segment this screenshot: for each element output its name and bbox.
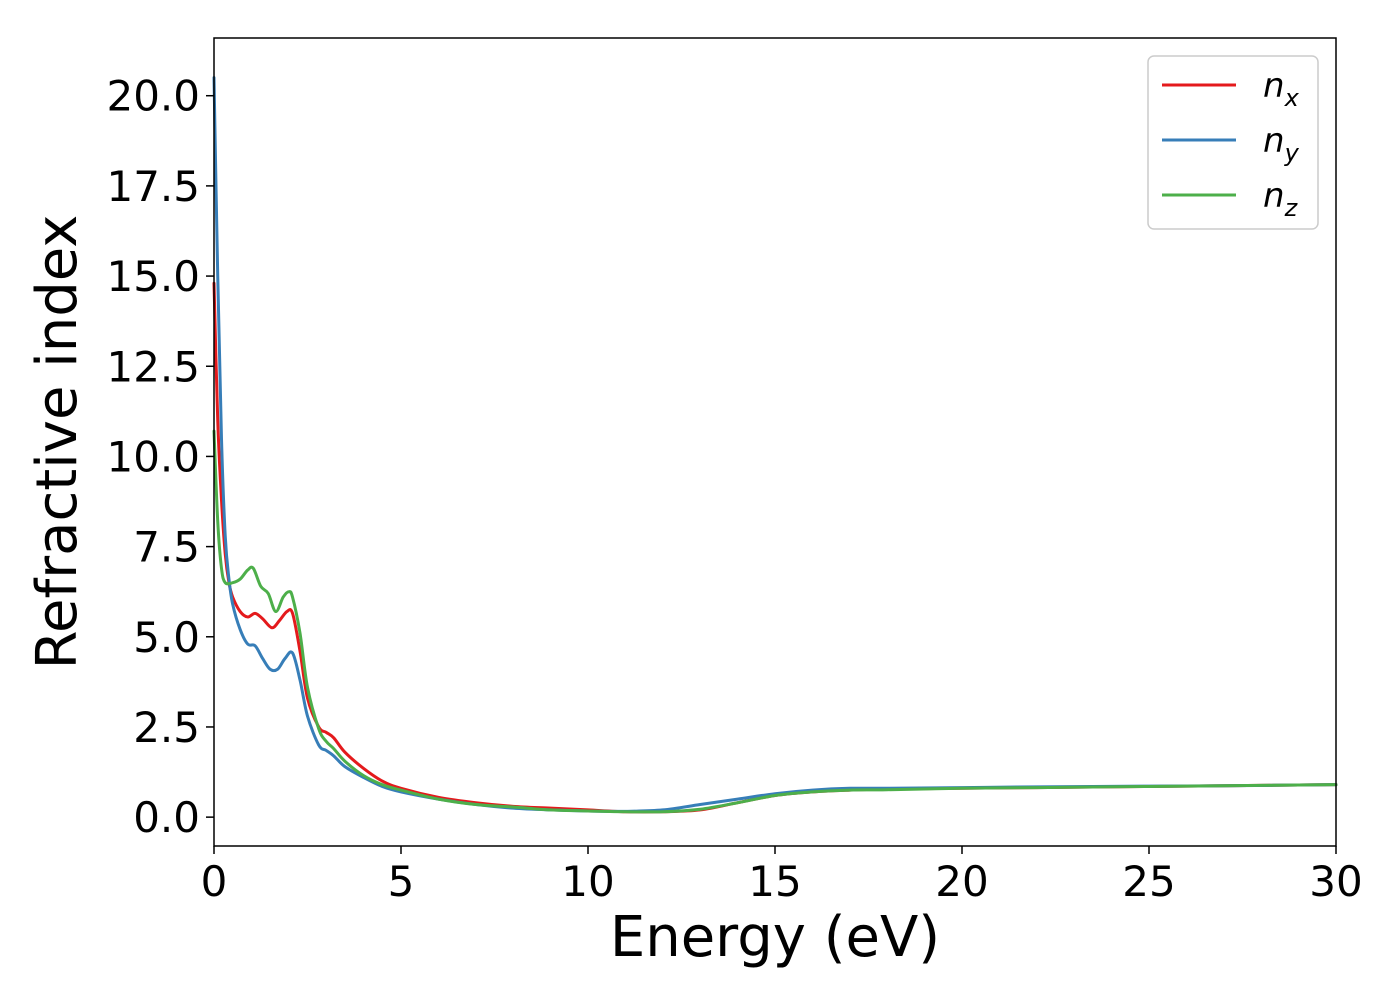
series-line-x: [212, 281, 1338, 814]
y-tick-label: 7.5: [133, 523, 200, 572]
series-line-y: [212, 76, 1338, 813]
x-tick-label: 20: [935, 857, 988, 906]
series-layer: [212, 76, 1338, 814]
legend: nx ny nz: [1147, 55, 1319, 230]
y-tick-label: 15.0: [106, 252, 200, 301]
y-tick-label: 12.5: [106, 342, 200, 391]
y-tick-label: 20.0: [106, 72, 200, 121]
x-tick-label: 5: [388, 857, 415, 906]
legend-box: [1147, 55, 1319, 230]
x-tick-label: 25: [1122, 857, 1175, 906]
legend-label-z: nz: [1263, 176, 1299, 222]
x-tick-label: 10: [561, 857, 614, 906]
x-tick-label: 0: [201, 857, 228, 906]
y-tick-label: 2.5: [133, 703, 200, 752]
y-tick-label: 17.5: [106, 162, 200, 211]
y-axis-ticks: 0.0 2.5 5.0 7.5 10.0 12.5 15.0 17.5 20.0: [106, 72, 214, 842]
y-tick-label: 5.0: [133, 613, 200, 662]
x-axis-label: Energy (eV): [610, 905, 940, 970]
x-tick-label: 15: [748, 857, 801, 906]
legend-label-y: ny: [1263, 121, 1300, 167]
y-tick-label: 0.0: [133, 793, 200, 842]
y-axis-label: Refractive index: [25, 215, 90, 670]
x-axis-ticks: 0 5 10 15 20 25 30: [201, 846, 1363, 906]
series-line-z: [212, 429, 1338, 814]
x-tick-label: 30: [1309, 857, 1362, 906]
y-tick-label: 10.0: [106, 432, 200, 481]
legend-label-x: nx: [1263, 66, 1300, 112]
